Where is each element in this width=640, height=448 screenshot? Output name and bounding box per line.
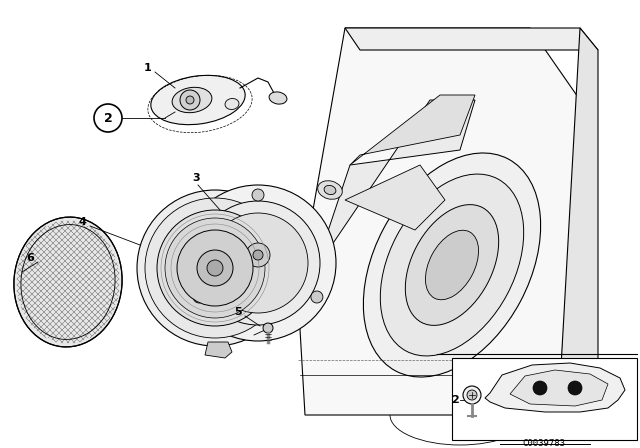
- Circle shape: [157, 210, 273, 326]
- Polygon shape: [298, 100, 475, 300]
- Ellipse shape: [225, 99, 239, 109]
- Circle shape: [467, 390, 477, 400]
- Ellipse shape: [426, 230, 479, 300]
- Circle shape: [137, 190, 293, 346]
- Circle shape: [180, 185, 336, 341]
- Circle shape: [263, 323, 273, 333]
- Circle shape: [246, 243, 270, 267]
- Circle shape: [180, 90, 200, 110]
- Ellipse shape: [172, 87, 212, 113]
- Circle shape: [186, 96, 194, 104]
- Circle shape: [568, 381, 582, 395]
- Circle shape: [252, 189, 264, 201]
- Polygon shape: [485, 363, 625, 412]
- Polygon shape: [560, 28, 598, 385]
- Circle shape: [193, 291, 205, 303]
- Text: 5: 5: [234, 307, 242, 317]
- Ellipse shape: [14, 217, 122, 347]
- Circle shape: [311, 291, 323, 303]
- Text: 2: 2: [451, 395, 459, 405]
- Polygon shape: [345, 165, 445, 230]
- Circle shape: [197, 250, 233, 286]
- Text: 4: 4: [78, 217, 86, 227]
- Text: 2: 2: [104, 112, 113, 125]
- Circle shape: [207, 260, 223, 276]
- Ellipse shape: [364, 153, 541, 377]
- Ellipse shape: [269, 92, 287, 104]
- Bar: [452, 358, 637, 440]
- Polygon shape: [298, 28, 580, 415]
- Circle shape: [177, 230, 253, 306]
- Circle shape: [533, 381, 547, 395]
- Text: C0039783: C0039783: [522, 439, 566, 448]
- Circle shape: [196, 201, 320, 325]
- Ellipse shape: [151, 75, 245, 125]
- Circle shape: [165, 218, 265, 318]
- Polygon shape: [350, 95, 475, 165]
- Circle shape: [253, 250, 263, 260]
- Polygon shape: [345, 28, 598, 50]
- Polygon shape: [205, 342, 232, 358]
- Circle shape: [208, 213, 308, 313]
- Ellipse shape: [317, 181, 342, 199]
- Text: 3: 3: [192, 173, 200, 183]
- Circle shape: [463, 386, 481, 404]
- Polygon shape: [510, 370, 608, 406]
- Ellipse shape: [380, 174, 524, 356]
- Ellipse shape: [405, 205, 499, 325]
- Circle shape: [145, 198, 285, 338]
- Text: 6: 6: [26, 253, 34, 263]
- Ellipse shape: [324, 185, 336, 194]
- Circle shape: [94, 104, 122, 132]
- Text: 1: 1: [144, 63, 152, 73]
